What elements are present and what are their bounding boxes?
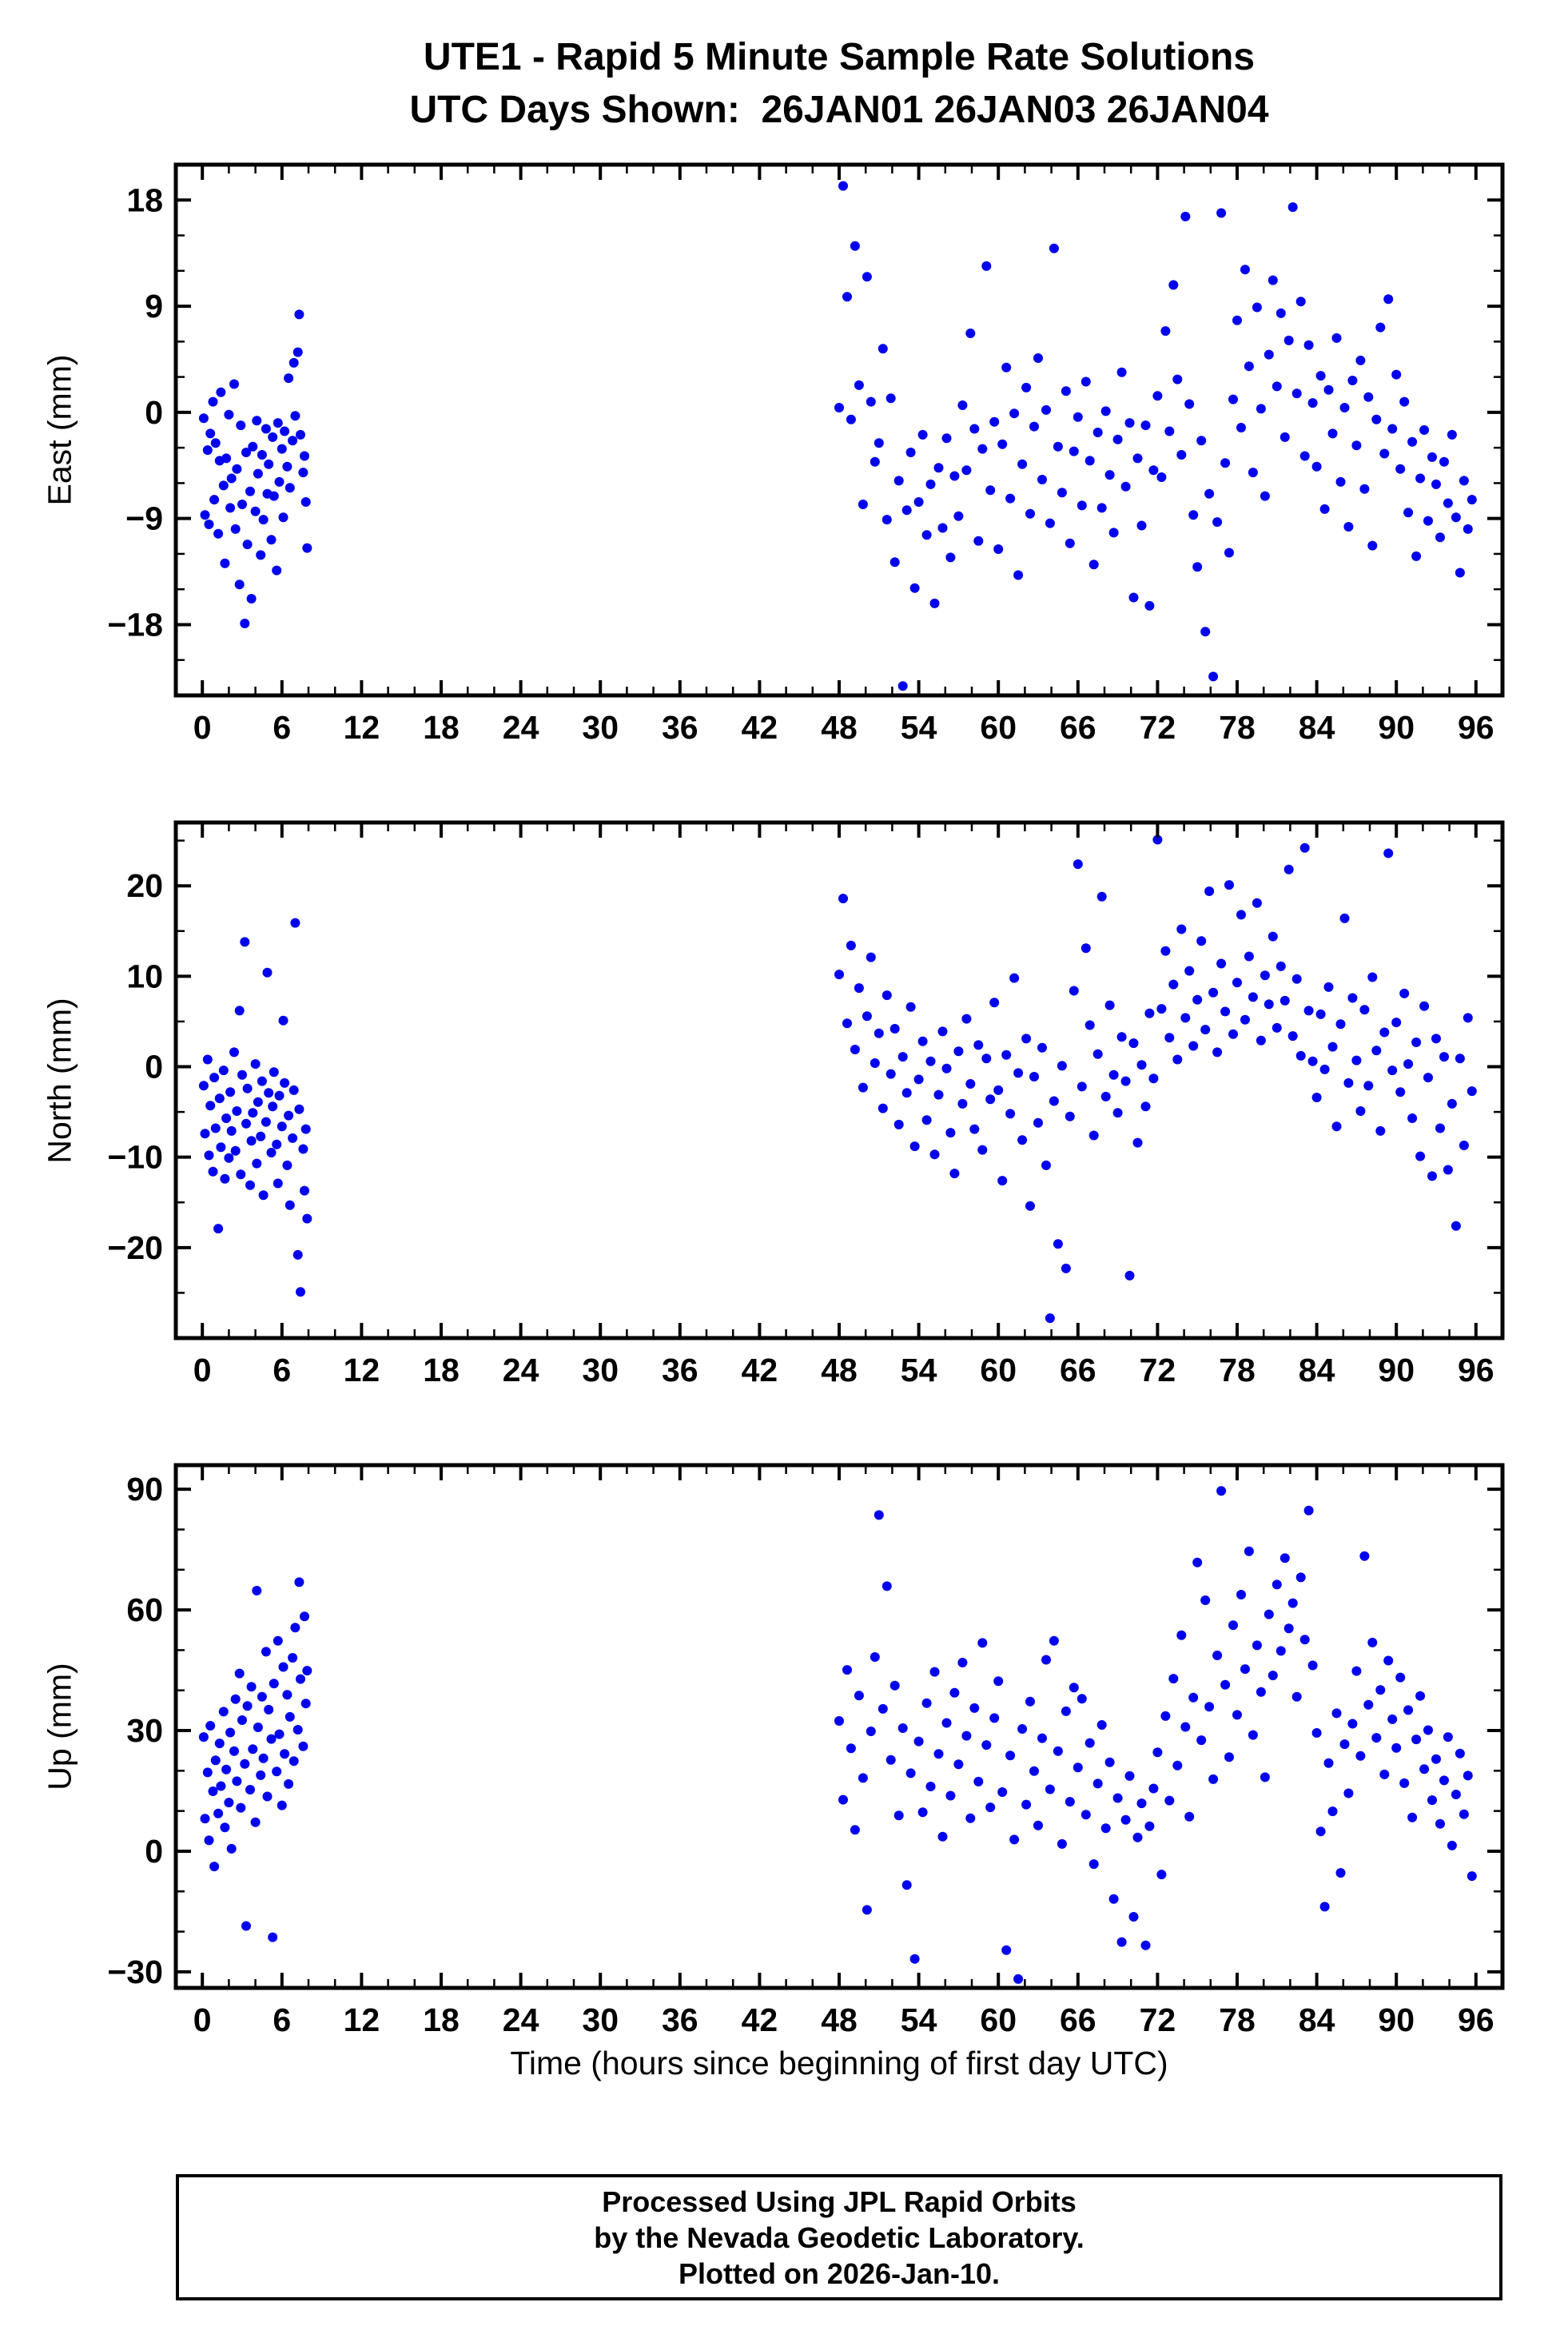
- svg-text:72: 72: [1140, 1352, 1176, 1388]
- svg-text:12: 12: [344, 1352, 380, 1388]
- svg-text:84: 84: [1299, 2001, 1335, 2038]
- svg-text:18: 18: [423, 709, 460, 746]
- svg-text:20: 20: [126, 867, 163, 904]
- svg-text:90: 90: [126, 1471, 163, 1508]
- svg-text:9: 9: [145, 288, 163, 325]
- svg-text:18: 18: [423, 2001, 460, 2038]
- svg-text:18: 18: [126, 181, 163, 218]
- svg-text:96: 96: [1458, 2001, 1494, 2038]
- svg-text:24: 24: [503, 709, 539, 746]
- svg-text:−30: −30: [107, 1954, 163, 1990]
- svg-text:84: 84: [1299, 709, 1335, 746]
- svg-text:36: 36: [662, 1352, 698, 1388]
- svg-text:78: 78: [1219, 709, 1256, 746]
- footer-line-1: Processed Using JPL Rapid Orbits: [602, 2185, 1077, 2218]
- svg-text:18: 18: [423, 1352, 460, 1388]
- svg-text:90: 90: [1378, 709, 1415, 746]
- svg-text:42: 42: [742, 709, 778, 746]
- svg-text:−10: −10: [107, 1139, 163, 1176]
- svg-text:30: 30: [126, 1712, 163, 1749]
- up-panel: 0 6 12 18 24 30 36 42 48 54 60 66 72 78 84 90 96 −30 0 30 60…: [107, 1463, 1505, 2038]
- svg-text:0: 0: [145, 1833, 163, 1870]
- svg-text:12: 12: [344, 2001, 380, 2038]
- svg-text:30: 30: [582, 2001, 619, 2038]
- plot-title: UTE1 - Rapid 5 Minute Sample Rate Soluti…: [423, 36, 1256, 78]
- svg-text:0: 0: [145, 394, 163, 431]
- svg-text:90: 90: [1378, 1352, 1415, 1388]
- svg-text:42: 42: [742, 1352, 778, 1388]
- east-panel: 0 6 12 18 24 30 36 42 48 54 60 66 72 78 84 90 96 −18 −9 0 9 1…: [107, 162, 1505, 746]
- svg-text:60: 60: [126, 1591, 163, 1628]
- svg-text:54: 54: [901, 709, 937, 746]
- svg-text:48: 48: [821, 2001, 858, 2038]
- svg-text:6: 6: [273, 2001, 291, 2038]
- svg-text:66: 66: [1060, 1352, 1096, 1388]
- svg-text:60: 60: [980, 1352, 1017, 1388]
- svg-text:66: 66: [1060, 2001, 1096, 2038]
- svg-text:30: 30: [582, 709, 619, 746]
- svg-text:90: 90: [1378, 2001, 1415, 2038]
- svg-text:60: 60: [980, 709, 1017, 746]
- north-points: [198, 834, 1477, 1324]
- svg-text:−18: −18: [107, 606, 163, 643]
- svg-text:6: 6: [273, 1352, 291, 1388]
- svg-text:24: 24: [503, 1352, 539, 1388]
- svg-text:0: 0: [193, 2001, 212, 2038]
- svg-text:72: 72: [1140, 709, 1176, 746]
- svg-text:84: 84: [1299, 1352, 1335, 1388]
- north-panel: 0 6 12 18 24 30 36 42 48 54 60 66 72 78 84 90 96 −20 −10 0 1…: [107, 820, 1505, 1388]
- svg-text:60: 60: [980, 2001, 1017, 2038]
- svg-text:72: 72: [1140, 2001, 1176, 2038]
- svg-text:36: 36: [662, 709, 698, 746]
- svg-text:0: 0: [193, 709, 212, 746]
- svg-text:96: 96: [1458, 1352, 1494, 1388]
- svg-text:36: 36: [662, 2001, 698, 2038]
- svg-text:−9: −9: [125, 500, 163, 537]
- up-points: [198, 1486, 1477, 1984]
- svg-text:10: 10: [126, 958, 163, 994]
- svg-text:48: 48: [821, 1352, 858, 1388]
- east-points: [198, 181, 1477, 691]
- svg-text:24: 24: [503, 2001, 539, 2038]
- svg-text:30: 30: [582, 1352, 619, 1388]
- svg-text:78: 78: [1219, 1352, 1256, 1388]
- svg-text:6: 6: [273, 709, 291, 746]
- svg-text:54: 54: [901, 2001, 937, 2038]
- svg-text:12: 12: [344, 709, 380, 746]
- svg-text:54: 54: [901, 1352, 937, 1388]
- svg-text:48: 48: [821, 709, 858, 746]
- svg-text:42: 42: [742, 2001, 778, 2038]
- svg-text:0: 0: [193, 1352, 212, 1388]
- svg-text:78: 78: [1219, 2001, 1256, 2038]
- svg-text:−20: −20: [107, 1229, 163, 1266]
- x-axis-label: Time (hours since beginning of first day…: [510, 2045, 1168, 2081]
- footer-box: Processed Using JPL Rapid Orbits by the …: [176, 2174, 1502, 2300]
- footer-line-3: Plotted on 2026-Jan-10.: [678, 2256, 1001, 2290]
- footer-line-2: by the Nevada Geodetic Laboratory.: [594, 2221, 1084, 2254]
- plot-subtitle: UTC Days Shown: 26JAN01 26JAN03 26JAN04: [409, 89, 1269, 131]
- svg-text:0: 0: [145, 1049, 163, 1085]
- svg-text:96: 96: [1458, 709, 1494, 746]
- svg-text:66: 66: [1060, 709, 1096, 746]
